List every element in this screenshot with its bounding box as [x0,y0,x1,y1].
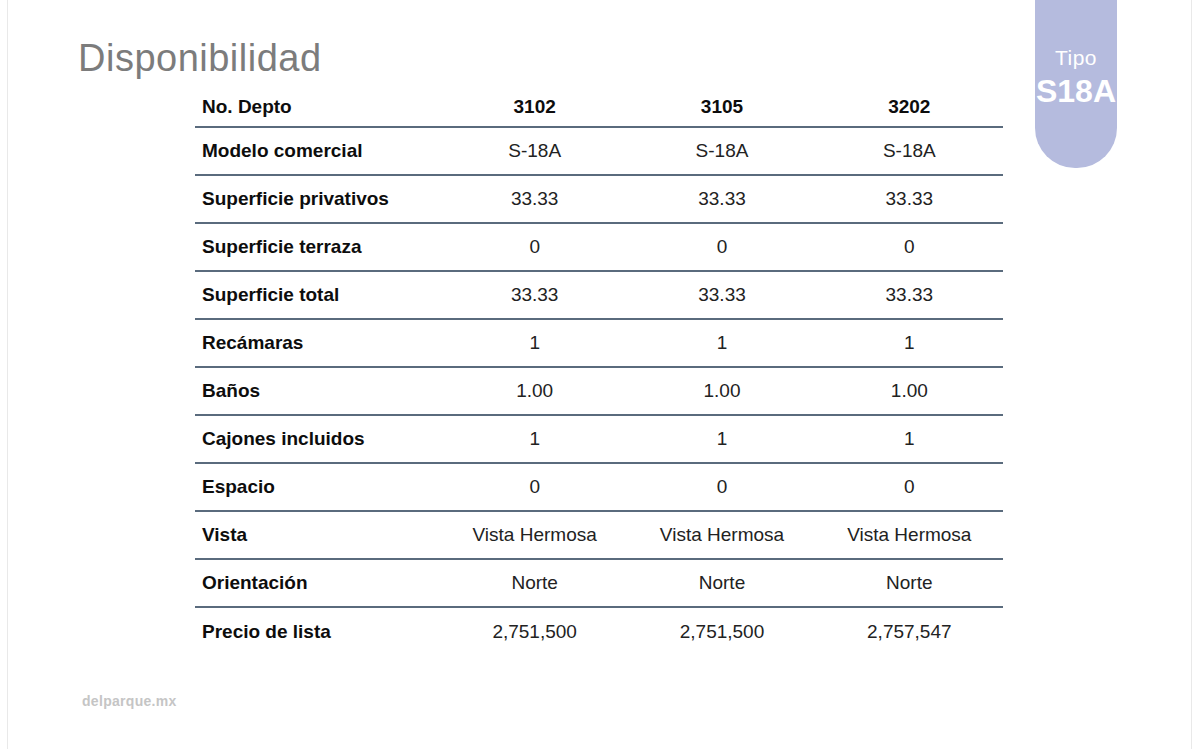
table-header-row: No. Depto 3102 3105 3202 [195,88,1003,128]
table-row: Precio de lista 2,751,500 2,751,500 2,75… [195,608,1003,656]
row-value: 0 [628,476,815,498]
row-label: Modelo comercial [195,140,441,162]
row-value: S-18A [628,140,815,162]
badge-label: Tipo [1055,46,1097,70]
row-value: 33.33 [628,188,815,210]
row-value: 0 [816,476,1003,498]
right-edge-line [1191,0,1192,749]
row-value: 1.00 [816,380,1003,402]
row-value: 0 [816,236,1003,258]
table-row: Vista Vista Hermosa Vista Hermosa Vista … [195,512,1003,560]
header-label: No. Depto [195,96,441,118]
slide-canvas: Disponibilidad Tipo S18A No. Depto 3102 … [0,0,1200,749]
row-value: Vista Hermosa [628,524,815,546]
row-value: 33.33 [628,284,815,306]
tipo-badge: Tipo S18A [1035,0,1117,168]
row-value: 0 [441,236,628,258]
row-value: 2,757,547 [816,621,1003,643]
row-value: 1 [441,332,628,354]
table-row: Orientación Norte Norte Norte [195,560,1003,608]
row-value: Vista Hermosa [441,524,628,546]
row-value: Norte [441,572,628,594]
row-value: 2,751,500 [628,621,815,643]
row-value: 33.33 [816,284,1003,306]
table-row: Superficie total 33.33 33.33 33.33 [195,272,1003,320]
row-value: Norte [628,572,815,594]
row-value: S-18A [441,140,628,162]
row-value: S-18A [816,140,1003,162]
row-value: Vista Hermosa [816,524,1003,546]
row-value: 33.33 [441,188,628,210]
row-value: 1 [816,428,1003,450]
row-label: Espacio [195,476,441,498]
table-row: Modelo comercial S-18A S-18A S-18A [195,128,1003,176]
row-label: Vista [195,524,441,546]
row-value: 1.00 [441,380,628,402]
row-label: Superficie privativos [195,188,441,210]
header-col-3105: 3105 [628,96,815,118]
row-value: 1.00 [628,380,815,402]
row-label: Baños [195,380,441,402]
row-value: 2,751,500 [441,621,628,643]
row-value: 0 [441,476,628,498]
row-label: Cajones incluidos [195,428,441,450]
row-label: Precio de lista [195,621,441,643]
table-row: Recámaras 1 1 1 [195,320,1003,368]
row-value: 1 [816,332,1003,354]
table-row: Espacio 0 0 0 [195,464,1003,512]
table-row: Superficie privativos 33.33 33.33 33.33 [195,176,1003,224]
row-value: Norte [816,572,1003,594]
row-value: 33.33 [816,188,1003,210]
row-value: 33.33 [441,284,628,306]
row-label: Superficie total [195,284,441,306]
row-label: Recámaras [195,332,441,354]
table-row: Baños 1.00 1.00 1.00 [195,368,1003,416]
header-col-3202: 3202 [816,96,1003,118]
table-row: Cajones incluidos 1 1 1 [195,416,1003,464]
row-value: 1 [628,332,815,354]
footer-brand: delparque.mx [82,693,177,709]
row-label: Orientación [195,572,441,594]
row-value: 0 [628,236,815,258]
row-label: Superficie terraza [195,236,441,258]
page-title: Disponibilidad [78,38,322,80]
row-value: 1 [441,428,628,450]
badge-value: S18A [1036,73,1116,110]
table-row: Superficie terraza 0 0 0 [195,224,1003,272]
availability-table: No. Depto 3102 3105 3202 Modelo comercia… [195,88,1003,656]
header-col-3102: 3102 [441,96,628,118]
row-value: 1 [628,428,815,450]
left-edge-line [7,0,8,749]
